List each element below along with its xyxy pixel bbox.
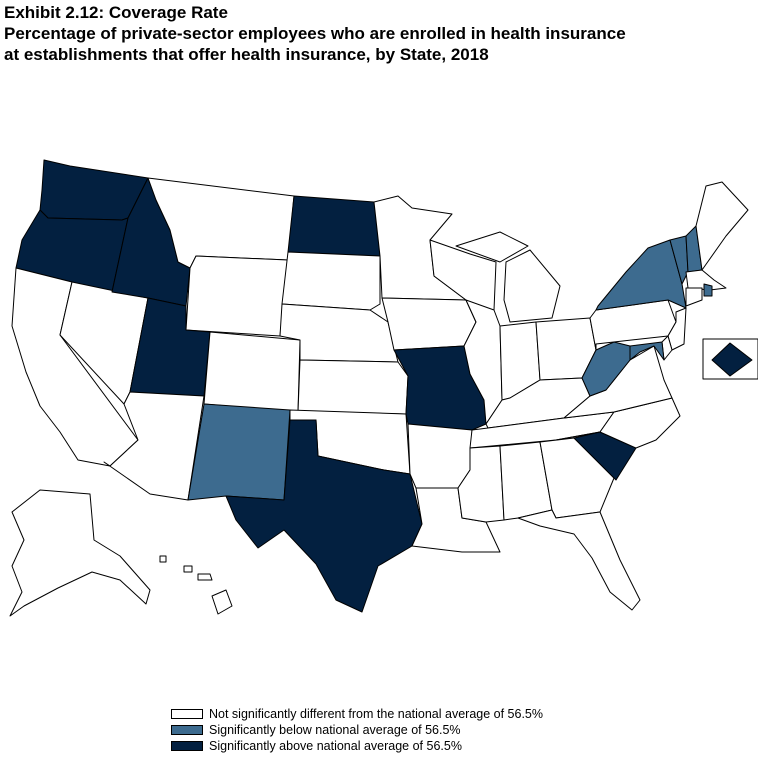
legend-label-below: Significantly below national average of … — [209, 723, 461, 737]
state-MD[interactable] — [629, 341, 665, 361]
subtitle-line-2: at establishments that offer health insu… — [4, 45, 489, 64]
us-state-map — [9, 159, 758, 617]
state-MI[interactable] — [455, 231, 561, 323]
legend-swatch-not-significant — [171, 709, 203, 719]
legend-label-above: Significantly above national average of … — [209, 739, 462, 753]
state-NM[interactable] — [187, 403, 291, 501]
state-NC[interactable] — [555, 397, 681, 449]
state-AK[interactable] — [9, 489, 151, 617]
legend-swatch-below — [171, 725, 203, 735]
map-legend: Not significantly different from the nat… — [171, 706, 543, 754]
state-AR[interactable] — [407, 423, 473, 489]
state-ME[interactable] — [695, 181, 749, 271]
legend-swatch-above — [171, 741, 203, 751]
state-RI[interactable] — [703, 283, 713, 297]
exhibit-title: Exhibit 2.12: Coverage Rate — [4, 3, 228, 22]
state-SD[interactable] — [281, 251, 381, 311]
subtitle-line-1: Percentage of private-sector employees w… — [4, 24, 626, 43]
state-CT[interactable] — [685, 287, 703, 307]
state-AZ[interactable] — [103, 391, 205, 501]
state-ND[interactable] — [287, 195, 381, 257]
state-HI[interactable] — [159, 555, 233, 615]
state-KS[interactable] — [297, 359, 409, 415]
state-FL[interactable] — [517, 509, 641, 611]
legend-item-above: Significantly above national average of … — [171, 738, 543, 754]
state-CO[interactable] — [203, 331, 301, 413]
state-DC[interactable] — [711, 342, 753, 377]
title-block: Exhibit 2.12: Coverage Rate Percentage o… — [4, 2, 754, 65]
legend-item-not-significant: Not significantly different from the nat… — [171, 706, 543, 722]
state-TX[interactable] — [225, 419, 423, 613]
state-IL[interactable] — [463, 299, 503, 425]
legend-item-below: Significantly below national average of … — [171, 722, 543, 738]
legend-label-not-significant: Not significantly different from the nat… — [209, 707, 543, 721]
state-IA[interactable] — [381, 297, 477, 351]
state-WY[interactable] — [185, 255, 289, 337]
